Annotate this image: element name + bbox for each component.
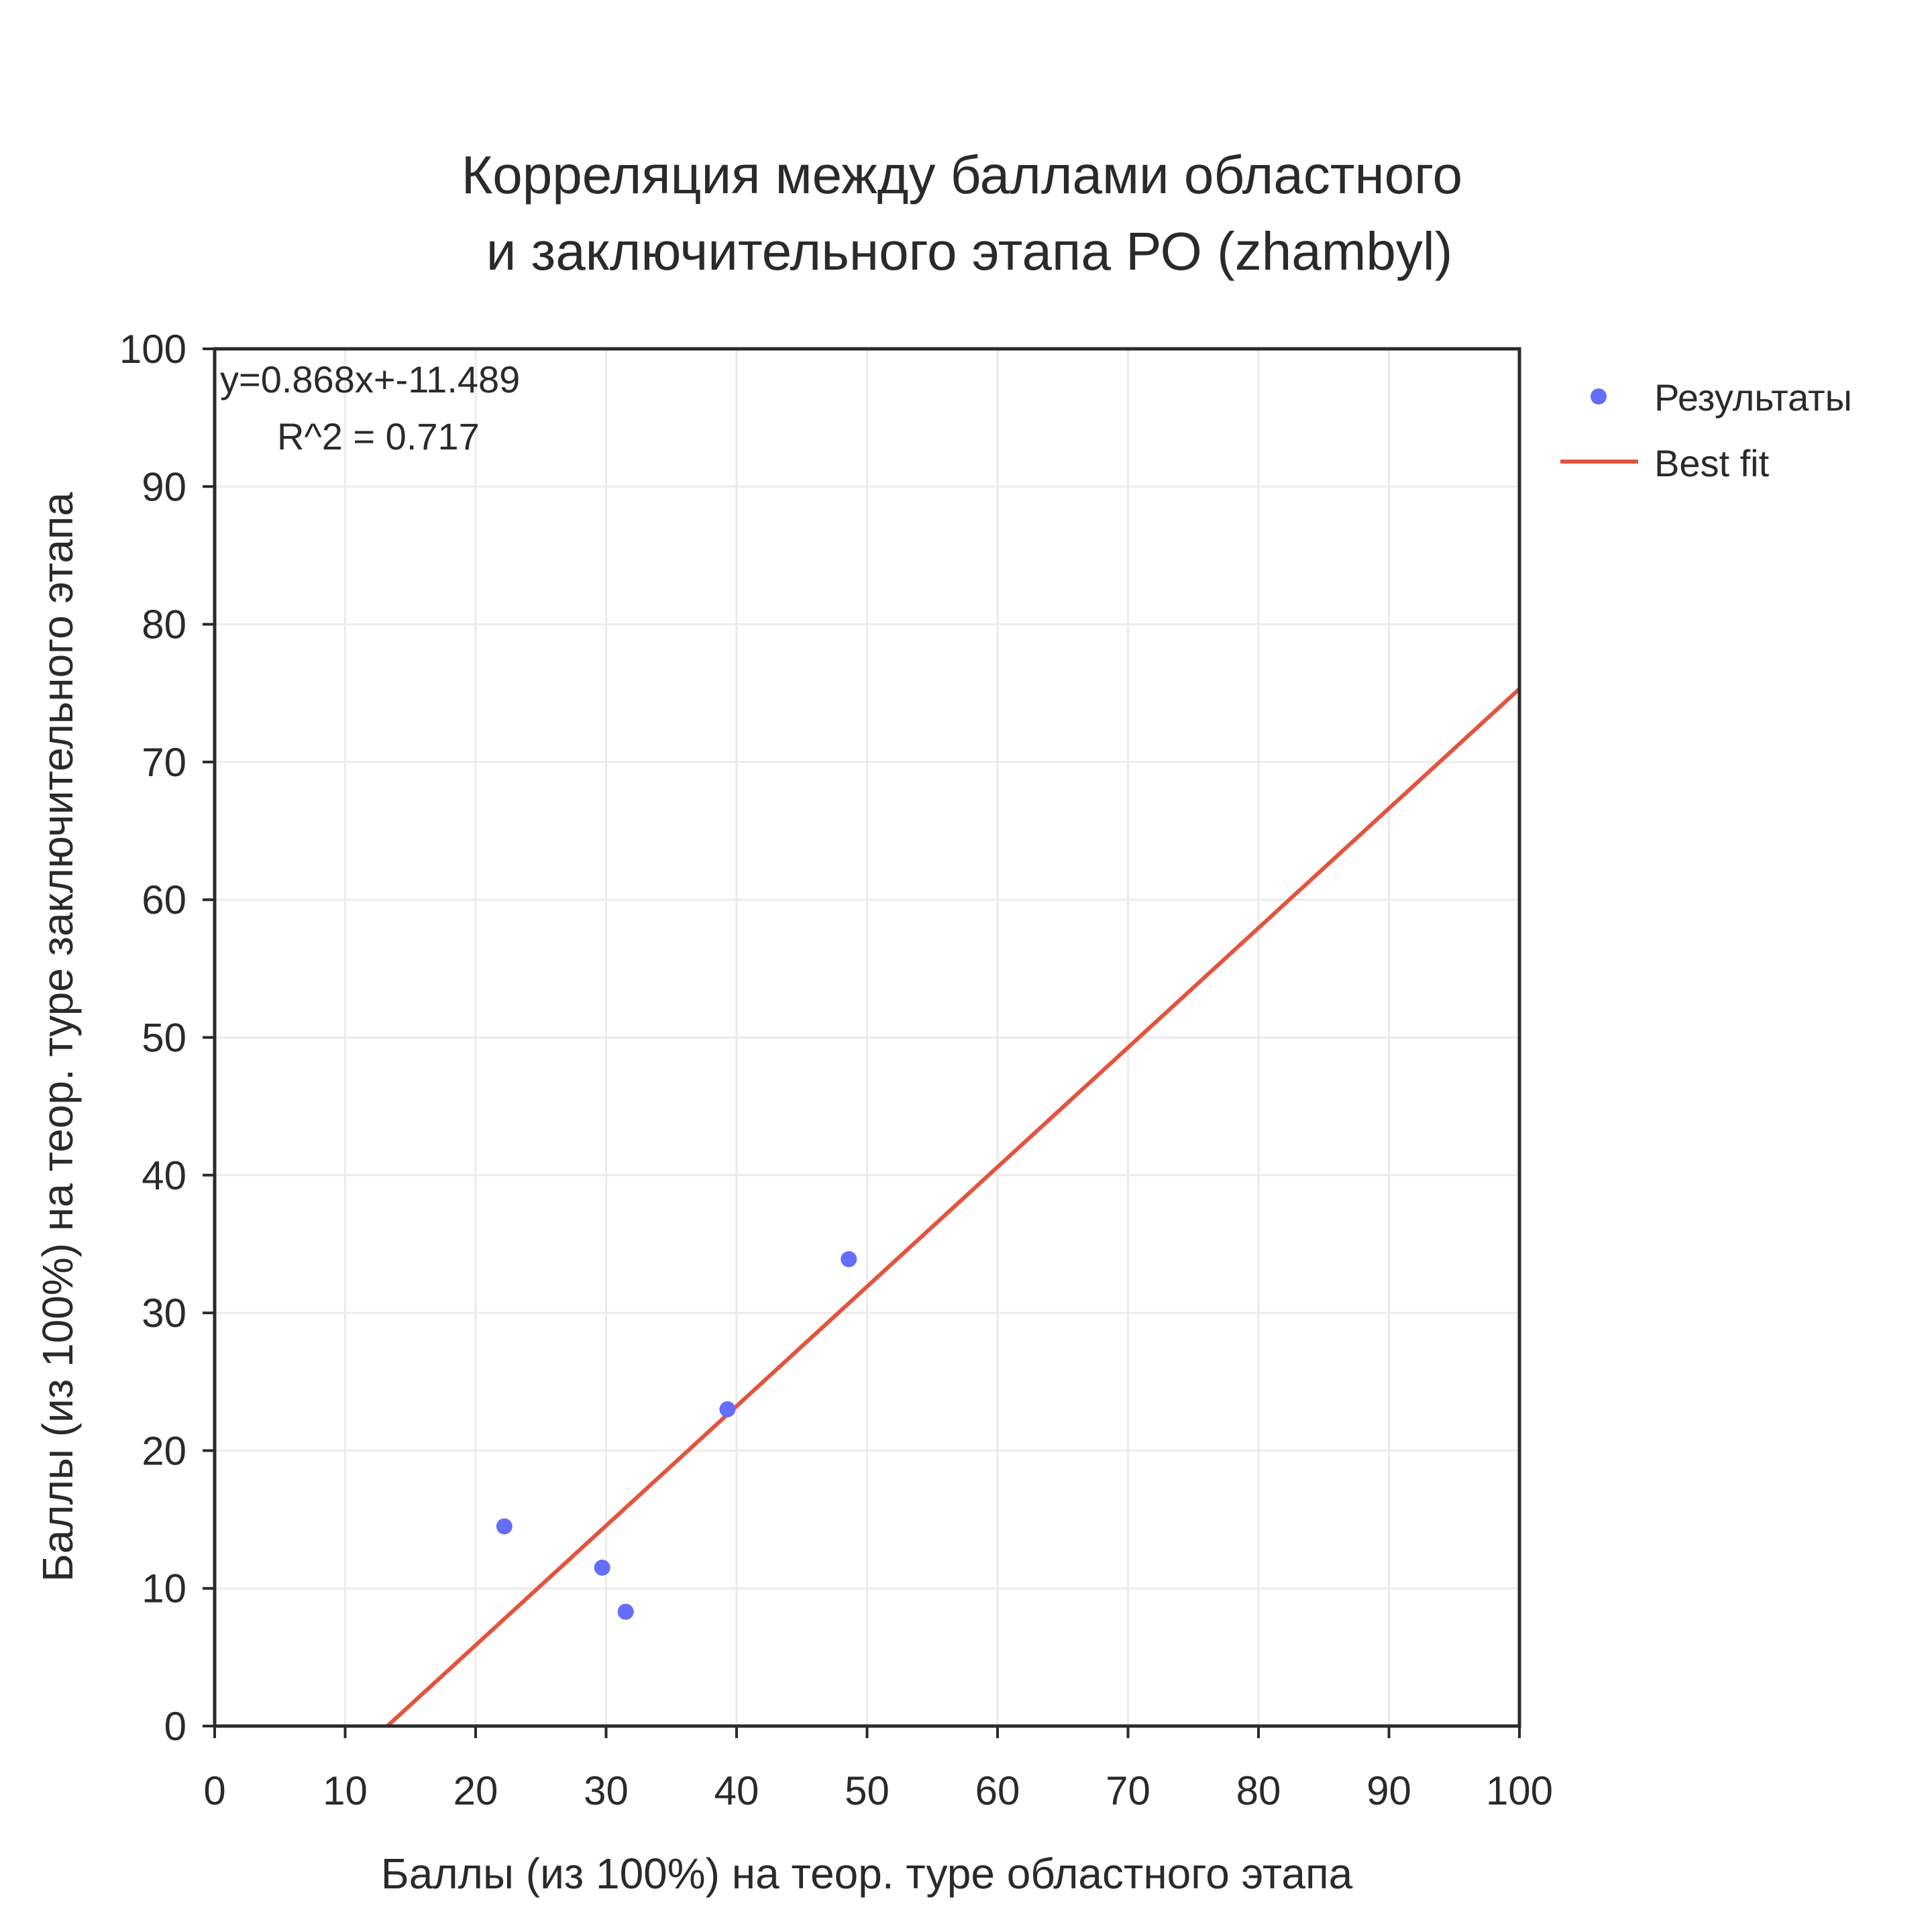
x-tick-label-20: 20 <box>453 1768 498 1813</box>
y-tick-label-50: 50 <box>142 1016 186 1061</box>
scatter-point-3 <box>617 1603 634 1620</box>
chart-title-line-2: и заключительного этапа РО (zhambyl) <box>486 221 1453 281</box>
scatter-point-5 <box>841 1251 857 1268</box>
x-tick-label-100: 100 <box>1486 1768 1553 1813</box>
best-fit-layer <box>386 687 1521 1728</box>
y-tick-label-20: 20 <box>142 1428 186 1473</box>
fit-equation-annotation: y=0.868x+-11.489 <box>220 358 520 400</box>
x-tick-label-70: 70 <box>1106 1768 1150 1813</box>
scatter-point-1 <box>496 1518 513 1535</box>
chart-title: Корреляция между баллами областного и за… <box>462 145 1478 281</box>
x-tick-label-40: 40 <box>714 1768 759 1813</box>
x-tick-label-80: 80 <box>1236 1768 1281 1813</box>
x-tick-label-60: 60 <box>975 1768 1020 1813</box>
y-tick-label-100: 100 <box>119 327 186 372</box>
y-tick-label-0: 0 <box>164 1704 186 1749</box>
y-tick-label-70: 70 <box>142 740 186 785</box>
scatter-points-layer <box>496 1251 857 1620</box>
x-axis-label: Баллы (из 100%) на теор. туре областного… <box>381 1849 1353 1898</box>
x-tick-label-50: 50 <box>845 1768 890 1813</box>
scatter-point-2 <box>594 1559 610 1576</box>
legend-marker-results <box>1591 388 1607 405</box>
x-tick-label-10: 10 <box>323 1768 368 1813</box>
legend: Результаты Best fit <box>1560 376 1852 484</box>
y-tick-label-40: 40 <box>142 1153 186 1198</box>
scatter-point-4 <box>719 1401 736 1417</box>
x-axis-ticks: 0 10 20 30 40 50 60 70 80 90 100 <box>203 1726 1553 1813</box>
r-squared-annotation: R^2 = 0.717 <box>277 415 480 458</box>
y-axis-label: Баллы (из 100%) на теор. туре заключител… <box>34 492 82 1582</box>
y-tick-label-80: 80 <box>142 602 186 647</box>
y-tick-label-90: 90 <box>142 464 186 509</box>
x-tick-label-30: 30 <box>584 1768 629 1813</box>
legend-label-best-fit: Best fit <box>1654 442 1770 484</box>
y-tick-label-30: 30 <box>142 1291 186 1336</box>
chart-title-line-1: Корреляция между баллами областного <box>462 145 1462 205</box>
x-tick-label-0: 0 <box>203 1768 225 1813</box>
x-tick-label-90: 90 <box>1366 1768 1411 1813</box>
y-axis-ticks: 0 10 20 30 40 50 60 70 80 90 100 <box>119 327 215 1749</box>
best-fit-line <box>386 687 1521 1728</box>
y-tick-label-60: 60 <box>142 877 186 922</box>
y-tick-label-10: 10 <box>142 1566 186 1611</box>
legend-label-results: Результаты <box>1654 376 1852 419</box>
